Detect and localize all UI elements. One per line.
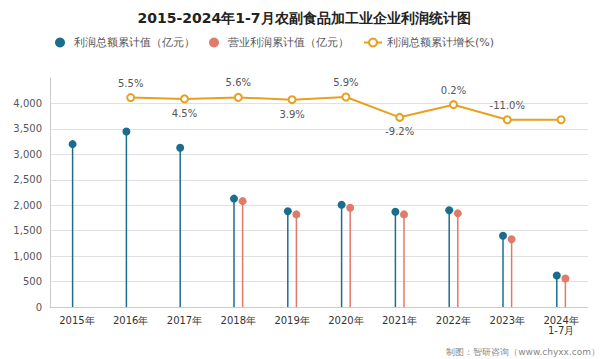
svg-text:3,000: 3,000 (13, 149, 42, 160)
svg-text:5.6%: 5.6% (226, 77, 251, 88)
svg-text:2023年: 2023年 (490, 315, 525, 326)
svg-text:500: 500 (23, 276, 42, 287)
svg-text:营业利润累计值（亿元）: 营业利润累计值（亿元） (228, 36, 349, 49)
svg-text:2024年: 2024年 (543, 314, 579, 326)
svg-text:4.5%: 4.5% (172, 108, 197, 119)
svg-text:制图：智研咨询（www.chyxx.com）: 制图：智研咨询（www.chyxx.com） (446, 347, 600, 357)
svg-text:2020年: 2020年 (328, 315, 363, 326)
svg-text:3,500: 3,500 (13, 123, 42, 134)
svg-text:0: 0 (36, 302, 42, 313)
svg-text:3.9%: 3.9% (279, 109, 304, 120)
svg-text:5.5%: 5.5% (118, 78, 143, 89)
svg-text:5.9%: 5.9% (333, 77, 358, 88)
svg-text:2016年: 2016年 (113, 315, 148, 326)
svg-text:1,500: 1,500 (13, 225, 42, 236)
svg-text:-9.2%: -9.2% (385, 126, 414, 137)
svg-text:2,500: 2,500 (13, 174, 42, 185)
svg-text:2,000: 2,000 (13, 200, 42, 211)
svg-text:2019年: 2019年 (274, 315, 309, 326)
svg-text:-11.0%: -11.0% (490, 100, 525, 111)
svg-text:2022年: 2022年 (436, 315, 471, 326)
svg-text:2015-2024年1-7月农副食品加工业企业利润统计图: 2015-2024年1-7月农副食品加工业企业利润统计图 (137, 10, 470, 26)
svg-text:2017年: 2017年 (167, 315, 202, 326)
svg-text:1-7月: 1-7月 (548, 325, 574, 336)
svg-text:4,000: 4,000 (13, 98, 42, 109)
svg-text:2015年: 2015年 (59, 315, 94, 326)
svg-text:1,000: 1,000 (13, 251, 42, 262)
svg-text:利润总额累计增长(%): 利润总额累计增长(%) (387, 36, 494, 49)
svg-text:2018年: 2018年 (221, 315, 256, 326)
svg-text:利润总额累计值（亿元）: 利润总额累计值（亿元） (74, 36, 195, 49)
svg-text:0.2%: 0.2% (441, 85, 466, 96)
svg-text:2021年: 2021年 (382, 315, 417, 326)
